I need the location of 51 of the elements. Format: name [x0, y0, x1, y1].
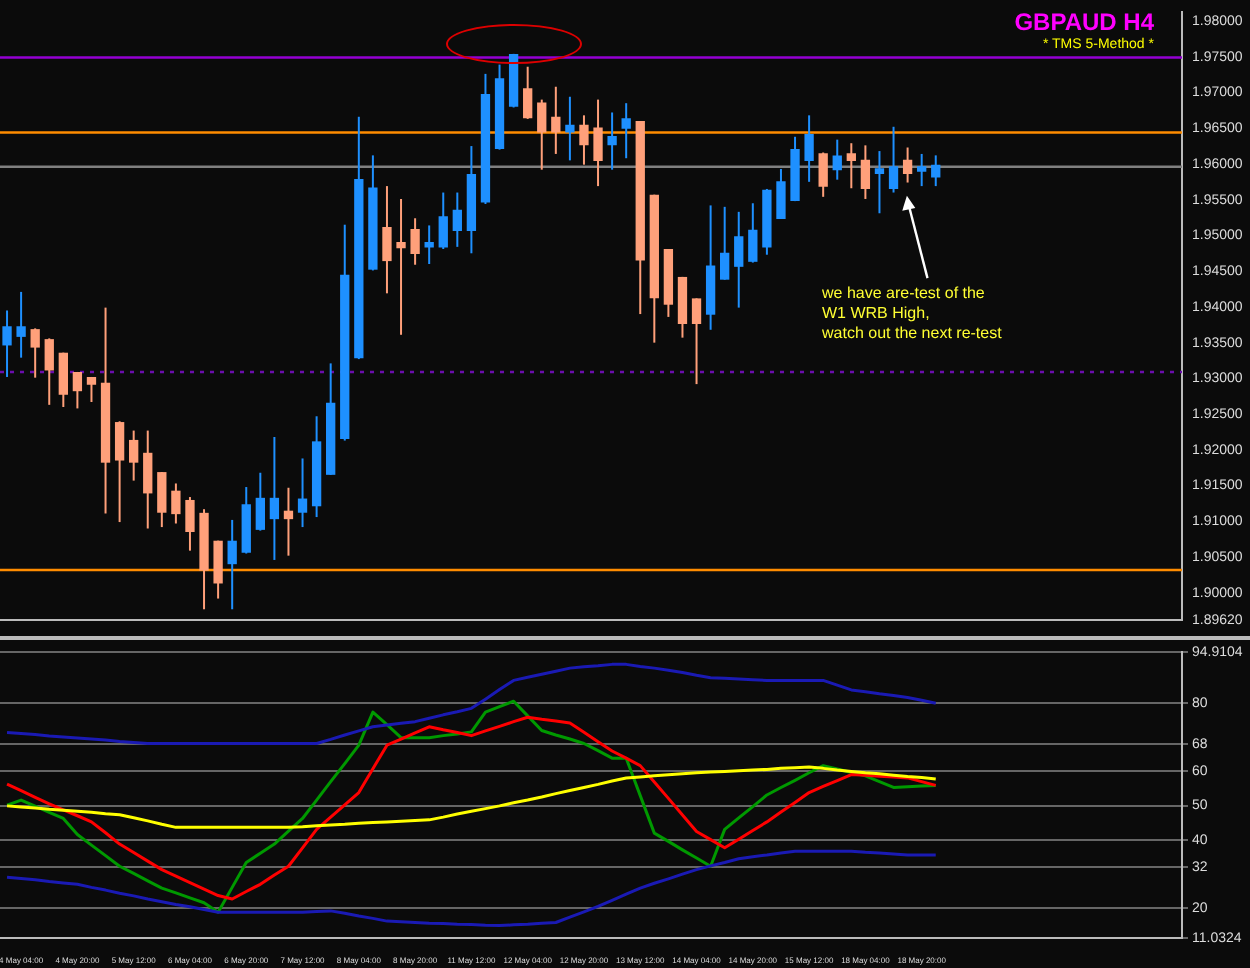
candlestick [129, 429, 139, 482]
candlestick [424, 224, 434, 266]
candlestick [804, 114, 814, 183]
candlestick [832, 138, 842, 181]
candlestick [860, 144, 871, 200]
candlestick [382, 185, 392, 295]
candlestick [171, 482, 181, 525]
candlestick [931, 154, 941, 188]
candlestick [297, 457, 308, 529]
candlestick [776, 167, 786, 220]
candlestick [593, 98, 603, 188]
candlestick [157, 471, 167, 529]
candlestick [185, 496, 195, 552]
candlestick [551, 85, 561, 155]
candlestick [720, 205, 730, 281]
candlestick [2, 309, 12, 378]
candlestick [452, 191, 462, 248]
candlestick [86, 375, 97, 403]
candlestick [227, 518, 237, 611]
candlestick [255, 471, 265, 532]
annotation: we have are-test of the W1 WRB High, watch out the next re-test [822, 284, 1002, 344]
candlestick [213, 539, 223, 600]
candlestick [917, 152, 927, 188]
candlestick [396, 197, 406, 336]
candlestick [72, 370, 83, 410]
candlestick [269, 436, 280, 561]
candlestick [523, 65, 533, 120]
candlestick [114, 420, 125, 524]
candlestick [410, 217, 420, 266]
chart-title: GBPAUD H4 [1014, 8, 1154, 36]
candlestick [579, 114, 589, 166]
candlestick [537, 98, 547, 171]
candlestick [902, 146, 913, 184]
candlestick [143, 429, 153, 530]
candlestick [748, 202, 758, 264]
candlestick [621, 102, 631, 160]
candlestick [607, 111, 617, 171]
candlestick [283, 486, 294, 557]
candlestick [874, 150, 885, 215]
candlestick [44, 337, 54, 406]
candlestick [888, 125, 899, 194]
candlestick [16, 290, 26, 359]
candlestick [438, 191, 448, 251]
candlestick [565, 95, 575, 162]
candlestick [677, 275, 688, 339]
candlestick [30, 327, 40, 379]
candlestick [58, 351, 68, 408]
candlestick [846, 142, 856, 190]
candlestick [691, 297, 702, 386]
candlestick [734, 210, 744, 309]
candlestick [818, 151, 828, 198]
